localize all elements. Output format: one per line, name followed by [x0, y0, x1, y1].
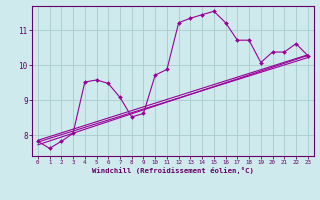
X-axis label: Windchill (Refroidissement éolien,°C): Windchill (Refroidissement éolien,°C): [92, 167, 254, 174]
